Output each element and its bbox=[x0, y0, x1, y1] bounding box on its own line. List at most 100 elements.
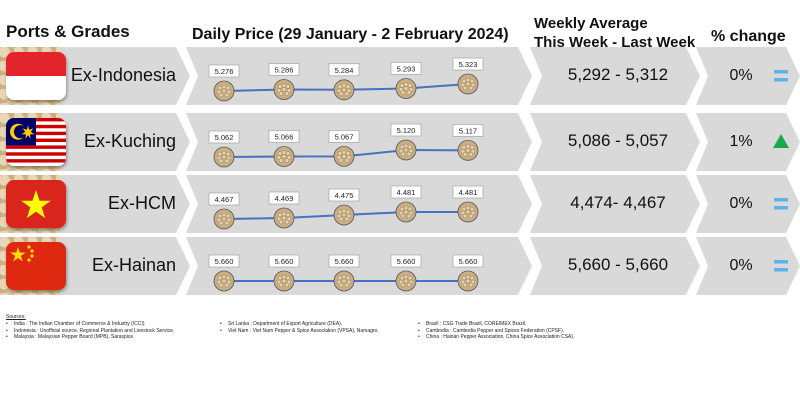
data-label: 5.660 bbox=[459, 257, 478, 266]
data-label: 5.276 bbox=[215, 67, 234, 76]
data-label-box bbox=[452, 124, 484, 137]
source-item: Sri Lanka : Department of Export Agricul… bbox=[220, 321, 379, 328]
data-point: 5.066 bbox=[268, 130, 300, 167]
sources-title: Sources: bbox=[6, 314, 26, 320]
header-daily-price: Daily Price (29 January - 2 February 202… bbox=[192, 26, 509, 43]
weekly-average-value: 5,086 - 5,057 bbox=[567, 131, 669, 150]
header-weekly-line2: This Week - Last Week bbox=[534, 34, 696, 51]
source-item: India : The Indian Chamber of Commerce &… bbox=[6, 321, 174, 328]
china-flag-icon bbox=[6, 242, 66, 290]
pct-change-value: 0% bbox=[729, 257, 753, 274]
data-label: 5.120 bbox=[397, 126, 416, 135]
port-arrow-shape bbox=[60, 47, 190, 105]
data-point: 4.467 bbox=[208, 192, 240, 230]
header-ports-grades: Ports & Grades bbox=[6, 22, 130, 41]
source-item: Viet Nam : Viet Nam Pepper & Spice Assoc… bbox=[220, 328, 379, 335]
data-point: 4.475 bbox=[328, 188, 360, 226]
pct-change-value: 0% bbox=[729, 67, 753, 84]
data-label-box bbox=[390, 185, 422, 199]
data-label-box bbox=[328, 188, 360, 202]
data-point: 5.293 bbox=[390, 62, 422, 99]
data-label: 4.475 bbox=[335, 191, 354, 200]
data-label: 5.067 bbox=[335, 132, 354, 141]
port-name: Ex-Indonesia bbox=[70, 65, 176, 85]
source-item: Indonesia : Unofficial source, Regional … bbox=[6, 328, 174, 335]
port-arrow-shape bbox=[60, 113, 190, 171]
data-label-box bbox=[208, 64, 240, 78]
malaysia-flag-icon bbox=[6, 118, 66, 166]
port-arrow-shape bbox=[60, 175, 190, 233]
vietnam-flag-icon bbox=[6, 180, 66, 228]
indonesia-flag-icon bbox=[6, 52, 66, 100]
data-point: 4.481 bbox=[452, 185, 484, 223]
weekly-average-value: 5,292 - 5,312 bbox=[567, 65, 669, 84]
data-point: 4.481 bbox=[390, 185, 422, 223]
weekly-average-value: 4,474- 4,467 bbox=[570, 193, 666, 212]
equal-icon bbox=[772, 193, 792, 215]
data-point: 5.660 bbox=[390, 254, 422, 292]
data-point: 5.323 bbox=[452, 57, 484, 95]
data-point: 4.469 bbox=[268, 191, 300, 229]
data-label: 5.660 bbox=[397, 257, 416, 266]
data-point: 5.660 bbox=[208, 254, 240, 292]
data-label-box bbox=[268, 191, 300, 205]
data-label-box bbox=[208, 192, 240, 206]
data-label-box bbox=[452, 57, 484, 71]
data-label: 5.117 bbox=[459, 126, 477, 135]
data-label-box bbox=[328, 130, 360, 143]
data-point: 5.660 bbox=[328, 254, 360, 292]
data-label: 5.660 bbox=[275, 257, 294, 266]
header-pct-change: % change bbox=[711, 28, 786, 45]
source-item: Cambodia : Cambodia Pepper and Spices Fe… bbox=[418, 328, 574, 335]
data-point: 5.117 bbox=[452, 124, 484, 161]
source-item: China : Hainan Pepper Association, China… bbox=[418, 334, 574, 341]
pct-arrow-shape bbox=[696, 113, 800, 171]
data-label: 5.284 bbox=[335, 66, 354, 75]
port-name: Ex-Kuching bbox=[83, 131, 176, 151]
price-sparkline: 5.276 5.286 5.284 5.293 5.323 bbox=[208, 57, 484, 102]
pct-arrow-shape bbox=[696, 47, 800, 105]
up-triangle-icon bbox=[772, 131, 792, 153]
data-label: 5.660 bbox=[335, 257, 354, 266]
data-point: 5.276 bbox=[208, 64, 240, 102]
weekly-arrow-shape bbox=[530, 175, 700, 233]
price-sparkline: 5.062 5.066 5.067 5.120 5.117 bbox=[208, 123, 484, 168]
weekly-arrow-shape bbox=[530, 47, 700, 105]
pct-arrow-shape bbox=[696, 175, 800, 233]
source-item: Malaysia : Malaysian Pepper Board (MPB),… bbox=[6, 334, 174, 341]
price-row: Ex-Indonesia 5.276 5.286 5.284 5.293 5.323 5,2… bbox=[0, 47, 800, 105]
sources-col3: Brazil : CSG Trade Brazil, COREIMEX Braz… bbox=[418, 321, 574, 341]
data-label: 4.481 bbox=[459, 188, 478, 197]
price-row: Ex-Kuching 5.062 5.066 5.067 5.120 5.117 5,086… bbox=[0, 113, 800, 171]
data-point: 5.660 bbox=[452, 254, 484, 292]
price-sparkline: 5.660 5.660 5.660 5.660 5.660 bbox=[208, 254, 484, 292]
data-label-box bbox=[208, 254, 240, 268]
price-row: Ex-Hainan 5.660 5.660 5.660 5.660 5.660 5,660 … bbox=[0, 237, 800, 295]
pct-arrow-shape bbox=[696, 237, 800, 295]
data-label-box bbox=[452, 254, 484, 268]
pct-change-value: 1% bbox=[729, 133, 753, 150]
data-label: 4.481 bbox=[397, 188, 416, 197]
port-name: Ex-HCM bbox=[108, 193, 176, 213]
header-weekly-line1: Weekly Average bbox=[534, 15, 648, 32]
data-label-box bbox=[268, 63, 300, 76]
port-name: Ex-Hainan bbox=[91, 255, 176, 275]
data-label-box bbox=[390, 62, 422, 75]
header-weekly-average: Weekly Average This Week - Last Week bbox=[534, 14, 695, 52]
data-label: 5.323 bbox=[459, 60, 478, 69]
data-label-box bbox=[390, 123, 422, 137]
data-point: 5.284 bbox=[328, 63, 360, 101]
data-point: 5.062 bbox=[208, 130, 240, 168]
data-label-box bbox=[268, 254, 300, 268]
data-point: 5.286 bbox=[268, 63, 300, 100]
data-label-box bbox=[208, 130, 240, 144]
data-label: 4.469 bbox=[275, 194, 294, 203]
data-label-box bbox=[328, 63, 360, 77]
data-label: 5.066 bbox=[275, 133, 294, 142]
price-row: Ex-HCM 4.467 4.469 4.475 4.481 4.481 4,474- 4,… bbox=[0, 175, 800, 233]
weekly-arrow-shape bbox=[530, 237, 700, 295]
data-label: 5.062 bbox=[215, 133, 234, 142]
weekly-arrow-shape bbox=[530, 113, 700, 171]
data-point: 5.067 bbox=[328, 130, 360, 167]
sources-col1: India : The Indian Chamber of Commerce &… bbox=[6, 321, 174, 341]
